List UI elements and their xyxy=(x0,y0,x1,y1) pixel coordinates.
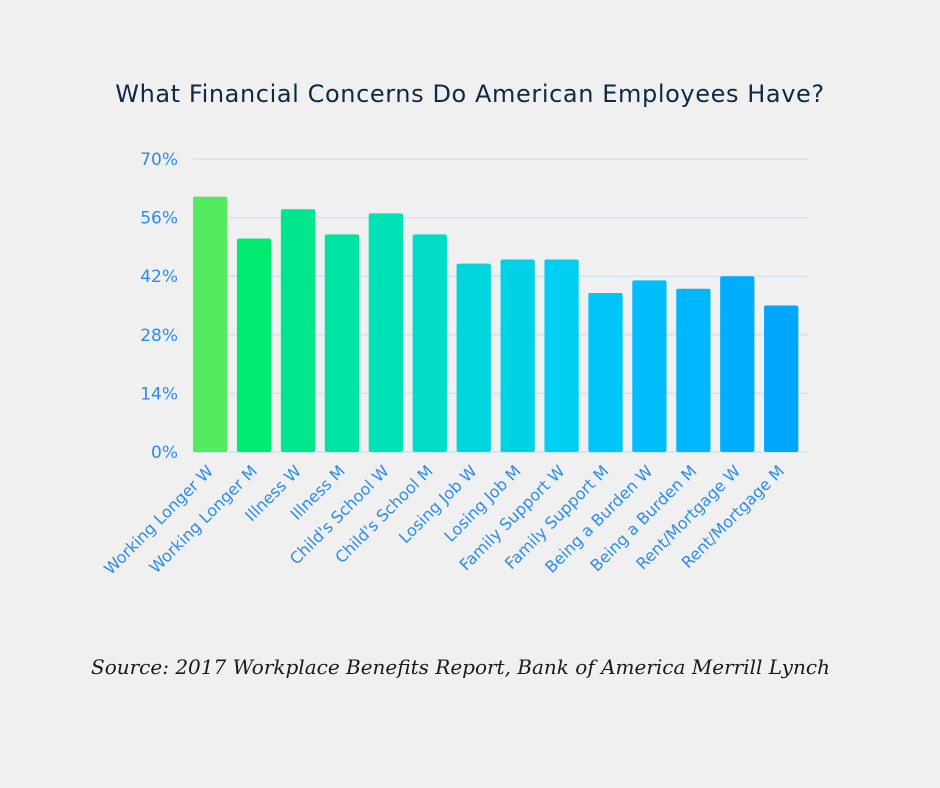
bar xyxy=(500,259,535,452)
bar xyxy=(412,234,447,452)
source-note: Source: 2017 Workplace Benefits Report, … xyxy=(91,655,830,679)
y-tick-label: 56% xyxy=(140,209,178,229)
y-tick-label: 14% xyxy=(140,384,178,404)
y-tick-label: 70% xyxy=(140,150,178,170)
bar xyxy=(676,288,711,452)
chart-title: What Financial Concerns Do American Empl… xyxy=(115,80,825,108)
y-tick-label: 28% xyxy=(140,326,178,346)
y-tick-label: 0% xyxy=(151,443,178,463)
bar xyxy=(324,234,360,452)
bar xyxy=(236,238,272,452)
bar xyxy=(544,259,579,452)
y-axis-ticks: 0% 14% 28% 42% 56% 70% xyxy=(140,150,178,463)
bar xyxy=(588,292,623,452)
bars xyxy=(193,196,799,452)
bar xyxy=(720,276,755,452)
bar xyxy=(632,280,667,452)
bar xyxy=(280,209,316,452)
bar xyxy=(456,263,491,452)
bar xyxy=(368,213,403,452)
bar xyxy=(764,305,799,452)
bar xyxy=(193,196,228,452)
y-tick-label: 42% xyxy=(140,267,178,287)
